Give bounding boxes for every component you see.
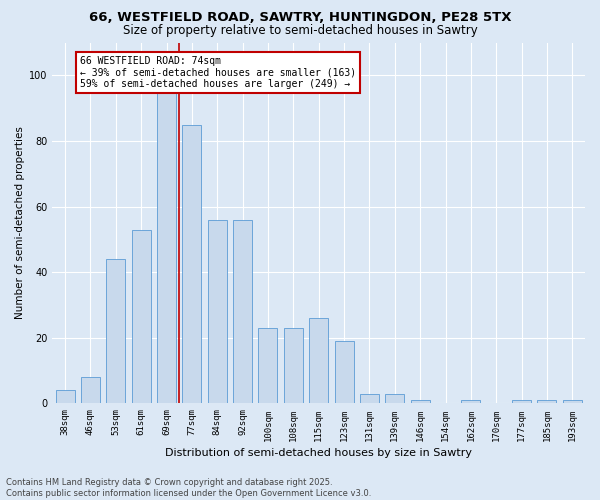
X-axis label: Distribution of semi-detached houses by size in Sawtry: Distribution of semi-detached houses by … — [165, 448, 472, 458]
Bar — [131, 230, 151, 404]
Bar — [335, 341, 353, 404]
Bar — [106, 259, 125, 404]
Bar — [309, 318, 328, 404]
Text: 66 WESTFIELD ROAD: 74sqm
← 39% of semi-detached houses are smaller (163)
59% of : 66 WESTFIELD ROAD: 74sqm ← 39% of semi-d… — [80, 56, 356, 89]
Text: 66, WESTFIELD ROAD, SAWTRY, HUNTINGDON, PE28 5TX: 66, WESTFIELD ROAD, SAWTRY, HUNTINGDON, … — [89, 11, 511, 24]
Bar — [563, 400, 582, 404]
Bar — [461, 400, 481, 404]
Bar — [157, 92, 176, 404]
Bar — [81, 377, 100, 404]
Bar — [538, 400, 556, 404]
Bar — [512, 400, 531, 404]
Y-axis label: Number of semi-detached properties: Number of semi-detached properties — [15, 126, 25, 320]
Bar — [56, 390, 74, 404]
Bar — [182, 124, 202, 404]
Bar — [208, 220, 227, 404]
Text: Size of property relative to semi-detached houses in Sawtry: Size of property relative to semi-detach… — [122, 24, 478, 37]
Bar — [284, 328, 303, 404]
Text: Contains HM Land Registry data © Crown copyright and database right 2025.
Contai: Contains HM Land Registry data © Crown c… — [6, 478, 371, 498]
Bar — [410, 400, 430, 404]
Bar — [233, 220, 252, 404]
Bar — [259, 328, 277, 404]
Bar — [385, 394, 404, 404]
Bar — [360, 394, 379, 404]
